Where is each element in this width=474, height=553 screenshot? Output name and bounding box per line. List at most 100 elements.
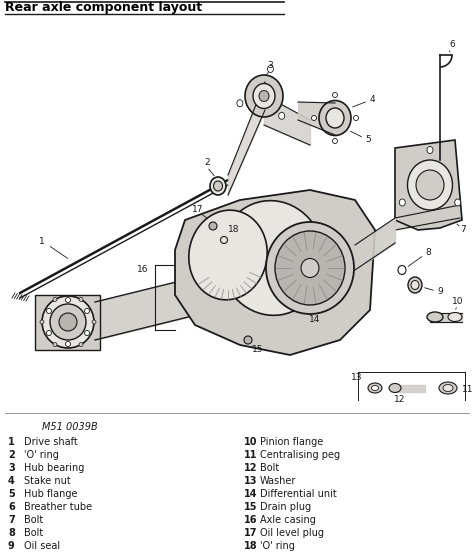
Text: 6: 6	[449, 40, 455, 50]
Polygon shape	[395, 140, 462, 230]
Ellipse shape	[411, 280, 419, 289]
Text: Hub flange: Hub flange	[24, 489, 78, 499]
Text: Oil seal: Oil seal	[24, 541, 60, 551]
Text: 9: 9	[437, 288, 443, 296]
Text: 11: 11	[244, 450, 257, 460]
Ellipse shape	[59, 313, 77, 331]
Text: 17: 17	[192, 206, 204, 215]
Text: 1: 1	[39, 237, 45, 247]
Text: 5: 5	[8, 489, 15, 499]
Ellipse shape	[427, 312, 443, 322]
Polygon shape	[35, 295, 100, 350]
Polygon shape	[175, 190, 375, 355]
Ellipse shape	[79, 298, 83, 301]
Ellipse shape	[311, 116, 317, 121]
Ellipse shape	[398, 265, 406, 274]
Ellipse shape	[46, 309, 52, 314]
Ellipse shape	[79, 342, 83, 347]
Text: 6: 6	[8, 502, 15, 512]
Ellipse shape	[267, 65, 273, 72]
Text: Pinion flange: Pinion flange	[260, 437, 323, 447]
Text: Stake nut: Stake nut	[24, 476, 71, 486]
Ellipse shape	[245, 75, 283, 117]
Text: 16: 16	[137, 265, 149, 274]
Text: 14: 14	[310, 316, 321, 325]
Text: Hub bearing: Hub bearing	[24, 463, 84, 473]
Text: Bolt: Bolt	[24, 515, 43, 525]
Text: 3: 3	[8, 463, 15, 473]
Ellipse shape	[319, 101, 351, 135]
Ellipse shape	[244, 336, 252, 344]
Text: Breather tube: Breather tube	[24, 502, 92, 512]
Text: 7: 7	[8, 515, 15, 525]
Ellipse shape	[42, 296, 94, 348]
Ellipse shape	[53, 298, 57, 301]
Ellipse shape	[301, 258, 319, 278]
Ellipse shape	[408, 277, 422, 293]
Text: 3: 3	[267, 61, 273, 70]
Ellipse shape	[50, 304, 86, 340]
Ellipse shape	[40, 320, 44, 324]
Text: Drive shaft: Drive shaft	[24, 437, 78, 447]
Ellipse shape	[354, 116, 358, 121]
Text: 18: 18	[244, 541, 258, 551]
Text: 10: 10	[244, 437, 257, 447]
Text: 13: 13	[351, 373, 363, 383]
Ellipse shape	[275, 231, 345, 305]
Ellipse shape	[332, 92, 337, 97]
Ellipse shape	[46, 331, 52, 336]
Text: 17: 17	[244, 528, 257, 538]
Ellipse shape	[448, 312, 462, 321]
Text: 15: 15	[244, 502, 257, 512]
Text: 2: 2	[204, 159, 210, 168]
Ellipse shape	[427, 147, 433, 154]
Text: 12: 12	[244, 463, 257, 473]
Ellipse shape	[53, 342, 57, 347]
Text: 5: 5	[365, 135, 371, 144]
Ellipse shape	[332, 138, 337, 143]
Ellipse shape	[189, 210, 267, 300]
Text: Rear axle component layout: Rear axle component layout	[5, 2, 202, 14]
Text: Centralising peg: Centralising peg	[260, 450, 340, 460]
Ellipse shape	[416, 170, 444, 200]
Ellipse shape	[259, 91, 269, 102]
Text: Bolt: Bolt	[24, 528, 43, 538]
Text: 'O' ring: 'O' ring	[260, 541, 295, 551]
Text: Drain plug: Drain plug	[260, 502, 311, 512]
Text: 8: 8	[425, 248, 431, 258]
Ellipse shape	[92, 320, 96, 324]
Ellipse shape	[219, 201, 325, 315]
Text: 15: 15	[252, 346, 264, 354]
Ellipse shape	[213, 181, 222, 191]
Text: 4: 4	[369, 96, 375, 105]
Text: 1: 1	[8, 437, 15, 447]
Ellipse shape	[210, 177, 226, 195]
Text: 18: 18	[228, 226, 240, 234]
Text: 10: 10	[452, 298, 464, 306]
Text: 16: 16	[244, 515, 257, 525]
Ellipse shape	[326, 108, 344, 128]
Text: 2: 2	[8, 450, 15, 460]
Ellipse shape	[84, 331, 90, 336]
Ellipse shape	[220, 237, 228, 243]
Ellipse shape	[439, 382, 457, 394]
Text: 4: 4	[8, 476, 15, 486]
Ellipse shape	[65, 298, 71, 302]
Ellipse shape	[65, 342, 71, 347]
Ellipse shape	[455, 199, 461, 206]
Ellipse shape	[253, 84, 275, 108]
Text: 9: 9	[8, 541, 15, 551]
Text: Bolt: Bolt	[260, 463, 279, 473]
Ellipse shape	[84, 309, 90, 314]
Ellipse shape	[237, 100, 243, 107]
Ellipse shape	[266, 222, 354, 314]
Text: 'O' ring: 'O' ring	[24, 450, 59, 460]
Text: Axle casing: Axle casing	[260, 515, 316, 525]
Ellipse shape	[399, 199, 405, 206]
Ellipse shape	[389, 383, 401, 393]
Ellipse shape	[408, 160, 453, 210]
Text: 11: 11	[462, 385, 474, 394]
Ellipse shape	[368, 383, 382, 393]
Text: 14: 14	[244, 489, 257, 499]
Text: Oil level plug: Oil level plug	[260, 528, 324, 538]
